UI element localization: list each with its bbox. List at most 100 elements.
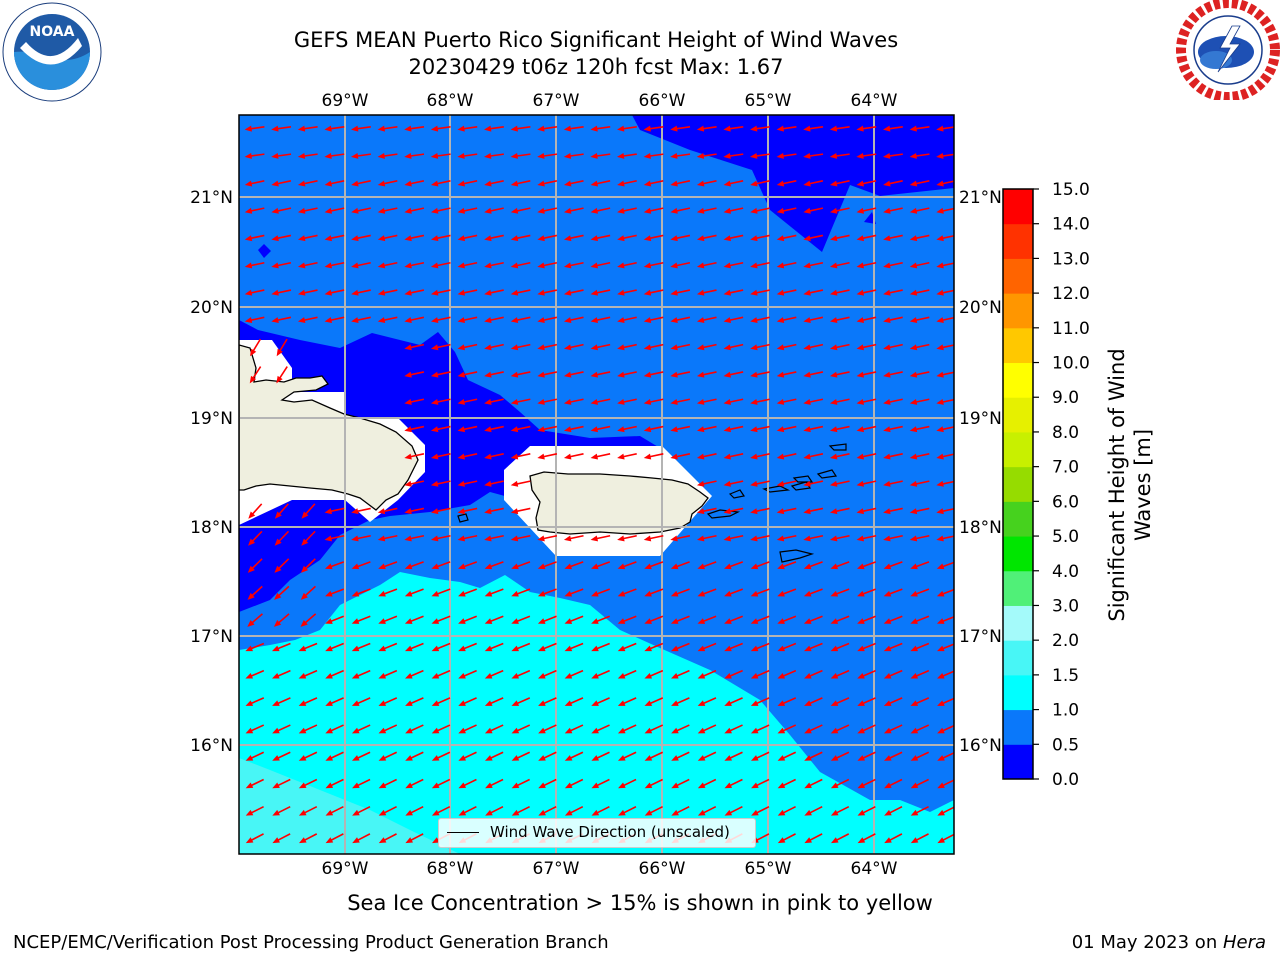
- wave-arrow-head: [723, 399, 732, 405]
- wave-arrow-head: [563, 535, 572, 542]
- wave-arrow-head: [325, 673, 333, 679]
- wave-arrow-head: [670, 371, 678, 378]
- wave-arrow-head: [777, 590, 785, 597]
- wave-arrow-head: [245, 700, 254, 706]
- island-virgin-gorda: [816, 469, 838, 479]
- wave-arrow-head: [271, 289, 279, 296]
- wave-arrow-head: [247, 620, 255, 627]
- wave-arrow-head: [485, 782, 493, 789]
- wave-arrow-head: [511, 590, 519, 597]
- longitude-label-bottom: 68°W: [427, 859, 474, 879]
- wave-arrow-head: [856, 207, 865, 214]
- wave-arrow-head: [750, 535, 758, 542]
- wave-arrow-head: [351, 152, 359, 159]
- wave-arrow-head: [724, 563, 732, 570]
- wave-arrow-head: [563, 207, 572, 214]
- wave-arrow-head: [430, 207, 439, 214]
- wave-arrow-head: [324, 180, 333, 187]
- wave-arrow-head: [378, 837, 387, 844]
- wave-arrow-head: [936, 152, 944, 159]
- wave-arrow-head: [563, 453, 572, 460]
- wave-arrow-head: [777, 727, 786, 734]
- wave-arrow-head: [670, 426, 678, 433]
- wave-arrow-head: [537, 426, 545, 433]
- wave-arrow-head: [777, 837, 786, 844]
- wave-arrow-head: [830, 727, 839, 734]
- latitude-label-left: 19°N: [190, 409, 233, 429]
- wave-arrow-head: [883, 344, 891, 351]
- wave-arrow-head: [723, 152, 731, 159]
- wave-arrow-head: [590, 535, 599, 542]
- wave-arrow-head: [297, 125, 306, 132]
- wave-arrow-head: [909, 180, 918, 187]
- wave-arrow-head: [643, 399, 652, 405]
- nws-logo-icon: [1176, 0, 1280, 102]
- wave-arrow-head: [697, 563, 706, 570]
- wave-arrow-head: [696, 426, 705, 433]
- wave-arrow-head: [723, 207, 732, 214]
- wave-arrow-head: [404, 235, 412, 242]
- wave-arrow-head: [591, 590, 599, 597]
- longitude-labels-bottom: 69°W 68°W 67°W 66°W 65°W 64°W: [322, 859, 898, 879]
- wave-arrow-head: [377, 508, 386, 515]
- wave-arrow-head: [377, 180, 386, 187]
- wave-arrow-head: [750, 235, 758, 242]
- wave-arrow-head: [750, 645, 759, 652]
- wave-arrow-head: [537, 152, 545, 159]
- wave-arrow-head: [936, 508, 944, 515]
- wave-arrow-head: [936, 180, 944, 187]
- wave-arrow-head: [724, 782, 733, 789]
- colorbar-tick-label: 3.0: [1052, 596, 1079, 616]
- wave-arrow-head: [829, 262, 838, 269]
- wave-band-0.0-0.5-speck: [258, 244, 271, 258]
- wave-arrow-head: [644, 645, 652, 652]
- wave-arrow-head: [910, 809, 919, 816]
- wave-arrow-head: [856, 125, 864, 132]
- wave-arrow-head: [696, 508, 705, 515]
- wave-arrow-head: [324, 125, 332, 132]
- wave-arrow-head: [484, 727, 493, 734]
- wave-arrow-head: [272, 837, 280, 844]
- wave-arrow-head: [883, 262, 891, 269]
- wave-arrow-head: [937, 727, 945, 734]
- wave-arrow-head: [484, 563, 493, 570]
- wave-arrow-head: [856, 453, 865, 460]
- wave-arrow-head: [723, 535, 732, 542]
- wave-arrow-head: [696, 207, 705, 214]
- wind-wave-arrows: [244, 125, 954, 844]
- wave-arrow-head: [909, 125, 917, 132]
- wave-arrow-head: [910, 727, 919, 734]
- wave-arrow-head: [724, 700, 732, 706]
- wave-arrow-head: [724, 755, 733, 761]
- wave-arrow-head: [298, 809, 307, 816]
- wave-arrow-head: [563, 152, 572, 159]
- wave-arrow-head: [484, 180, 492, 187]
- wave-arrow-head: [590, 235, 599, 242]
- wave-arrow-head: [297, 235, 306, 242]
- wave-arrow-head: [909, 207, 918, 214]
- longitude-label-top: 69°W: [322, 91, 369, 111]
- wave-arrow-head: [537, 535, 545, 542]
- wave-arrow-head: [248, 511, 256, 519]
- colorbar-segment: [1003, 536, 1033, 572]
- wave-arrow-head: [325, 755, 334, 761]
- wave-arrow-head: [245, 837, 254, 844]
- colorbar-tick-label: 15.0: [1052, 180, 1090, 200]
- island-st-john: [790, 481, 812, 491]
- wave-arrow-head: [272, 673, 280, 679]
- wave-arrow-head: [276, 348, 283, 357]
- wave-arrow-head: [591, 673, 599, 679]
- colorbar-tick-label: 6.0: [1052, 492, 1079, 512]
- wave-arrow-head: [617, 727, 626, 734]
- wave-arrow-head: [510, 453, 519, 460]
- wave-arrow-head: [458, 618, 466, 624]
- wave-arrow-head: [617, 563, 626, 570]
- wave-arrow-head: [909, 480, 918, 487]
- wave-arrow-head: [696, 235, 705, 242]
- wave-arrow-head: [936, 480, 944, 487]
- wave-arrow-head: [883, 207, 891, 214]
- wave-arrow-head: [671, 755, 679, 761]
- wave-arrow-head: [697, 645, 706, 652]
- wave-arrow-head: [670, 618, 679, 624]
- wave-arrow-head: [404, 317, 412, 323]
